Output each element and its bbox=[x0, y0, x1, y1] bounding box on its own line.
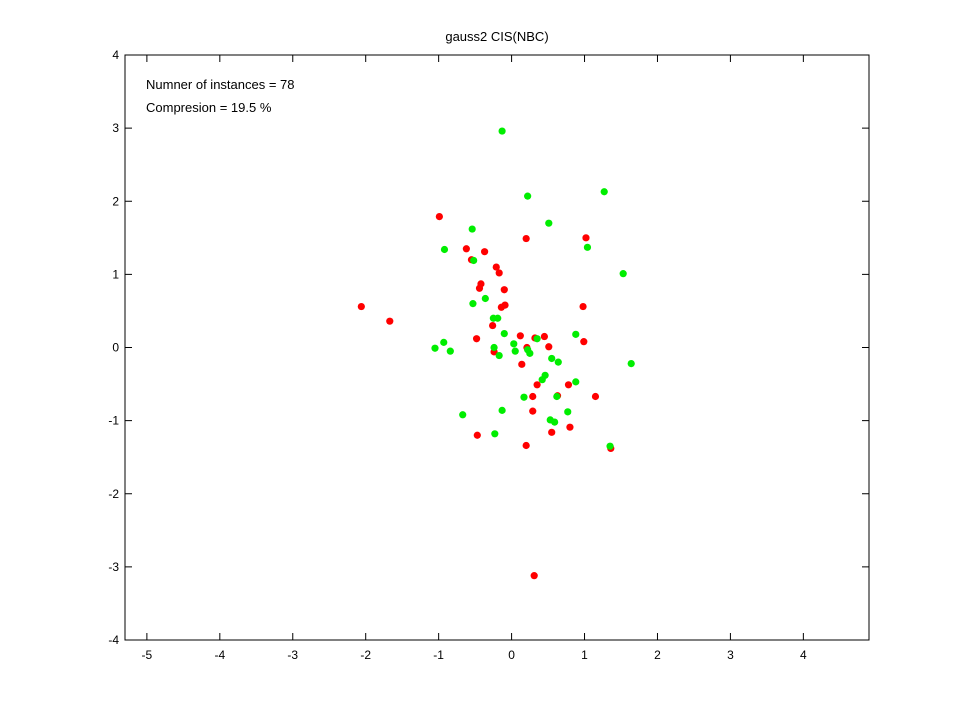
data-point bbox=[501, 301, 509, 309]
data-point bbox=[446, 347, 454, 355]
data-point bbox=[511, 347, 519, 355]
data-point bbox=[606, 442, 614, 450]
x-tick-label: 1 bbox=[581, 648, 588, 662]
data-point bbox=[459, 411, 467, 419]
data-point bbox=[516, 332, 524, 340]
data-point bbox=[498, 127, 506, 135]
data-point bbox=[619, 270, 627, 278]
data-point bbox=[386, 317, 394, 325]
y-tick-label: 1 bbox=[112, 267, 119, 281]
data-point bbox=[533, 335, 541, 343]
data-point bbox=[510, 340, 518, 348]
data-point bbox=[580, 338, 588, 346]
data-point bbox=[529, 407, 537, 415]
x-tick-label: 3 bbox=[727, 648, 734, 662]
data-point bbox=[522, 441, 530, 450]
data-point bbox=[572, 378, 580, 386]
data-point bbox=[490, 343, 498, 352]
x-tick-label: -5 bbox=[142, 648, 153, 662]
data-point bbox=[579, 302, 587, 311]
x-tick-label: 2 bbox=[654, 648, 661, 662]
data-point bbox=[495, 351, 503, 360]
y-tick-label: -1 bbox=[108, 414, 119, 428]
x-tick-label: -4 bbox=[214, 648, 225, 662]
data-point bbox=[540, 332, 549, 341]
data-point bbox=[564, 408, 572, 416]
data-point bbox=[530, 572, 538, 580]
data-point bbox=[518, 360, 526, 368]
data-point bbox=[492, 263, 500, 271]
data-point bbox=[600, 188, 608, 196]
data-point bbox=[520, 393, 528, 401]
data-point bbox=[481, 248, 489, 256]
data-point bbox=[440, 338, 448, 346]
data-point bbox=[582, 234, 590, 242]
data-point bbox=[545, 343, 553, 351]
data-point bbox=[564, 381, 573, 389]
data-point bbox=[526, 349, 534, 357]
data-point bbox=[431, 344, 439, 352]
data-point bbox=[566, 423, 574, 431]
data-point bbox=[522, 234, 530, 243]
data-point bbox=[500, 286, 508, 294]
y-tick-label: 3 bbox=[112, 121, 119, 135]
data-point bbox=[462, 245, 470, 253]
data-point bbox=[477, 280, 485, 288]
data-point bbox=[554, 358, 562, 366]
data-point bbox=[627, 359, 635, 368]
data-point bbox=[468, 225, 476, 233]
data-point bbox=[440, 245, 449, 254]
data-point bbox=[472, 335, 481, 343]
series-1 bbox=[357, 213, 615, 580]
y-tick-label: -3 bbox=[108, 560, 119, 574]
data-point bbox=[572, 330, 580, 338]
x-tick-label: -1 bbox=[433, 648, 444, 662]
data-point bbox=[473, 431, 481, 439]
data-point bbox=[583, 243, 592, 251]
axis-ticks: -5 -4 -3 -2 -1 0 1 2 3 4 -4 -3 -2 -1 0 1 2 3 4 bbox=[108, 48, 869, 662]
x-tick-label: 0 bbox=[508, 648, 515, 662]
data-point bbox=[524, 192, 532, 200]
y-tick-label: 0 bbox=[112, 341, 119, 355]
data-point bbox=[545, 219, 553, 227]
y-tick-label: 2 bbox=[112, 194, 119, 208]
chart-title: gauss2 CIS(NBC) bbox=[445, 29, 548, 44]
data-point bbox=[548, 354, 556, 363]
y-tick-label: -2 bbox=[108, 487, 119, 501]
data-point bbox=[435, 213, 443, 221]
data-point bbox=[529, 392, 537, 401]
data-point bbox=[538, 376, 546, 384]
data-point bbox=[553, 392, 561, 401]
data-point bbox=[500, 330, 508, 338]
y-tick-label: 4 bbox=[112, 48, 119, 62]
x-tick-label: -3 bbox=[287, 648, 298, 662]
data-point bbox=[591, 392, 600, 401]
x-tick-label: -2 bbox=[360, 648, 371, 662]
data-point bbox=[357, 302, 365, 311]
data-point bbox=[481, 294, 489, 303]
data-point bbox=[491, 430, 499, 438]
data-point bbox=[533, 381, 541, 389]
data-point bbox=[489, 321, 497, 330]
data-point bbox=[498, 406, 506, 414]
data-point bbox=[495, 269, 503, 277]
data-point bbox=[469, 300, 477, 308]
data-point bbox=[470, 256, 478, 265]
instances-annotation: Numner of instances = 78 bbox=[146, 77, 295, 92]
y-tick-label: -4 bbox=[108, 633, 119, 647]
series-2 bbox=[431, 127, 635, 450]
data-point bbox=[548, 428, 556, 436]
data-point bbox=[494, 314, 502, 322]
data-point bbox=[551, 418, 559, 426]
data-points bbox=[357, 127, 635, 580]
compression-annotation: Compresion = 19.5 % bbox=[146, 100, 272, 115]
x-tick-label: 4 bbox=[800, 648, 807, 662]
